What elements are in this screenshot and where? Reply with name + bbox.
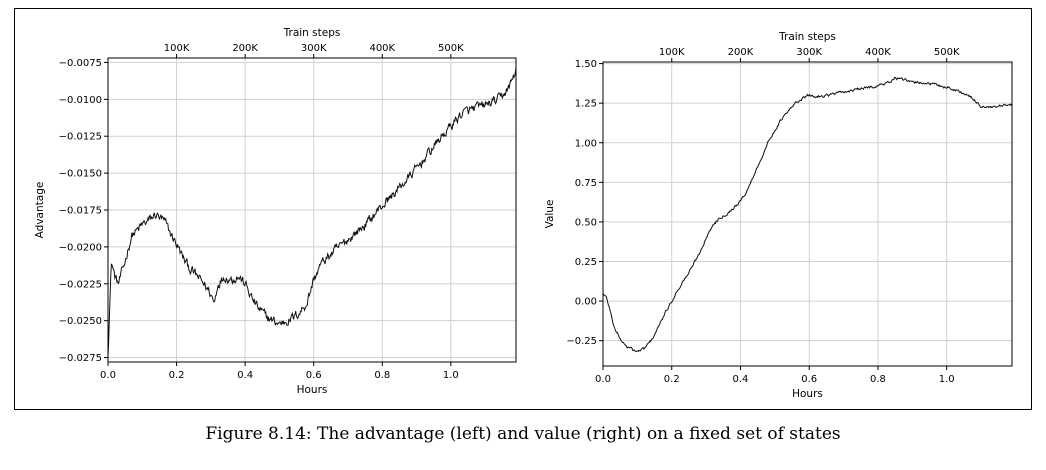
chart1-top-tick-label-4: 500K xyxy=(934,47,960,58)
chart0-x-tick-label-0: 0.0 xyxy=(100,370,116,381)
chart1-y-tick-label-1: 0.00 xyxy=(575,297,597,308)
chart1-x-tick-label-3: 0.6 xyxy=(801,374,817,385)
chart1-y-tick-label-4: 0.75 xyxy=(575,178,597,189)
chart0-x-tick-label-4: 0.8 xyxy=(374,370,390,381)
chart0-y-tick-label-6: −0.0225 xyxy=(59,279,102,290)
chart0-x-tick-label-3: 0.6 xyxy=(306,370,322,381)
chart1-x-tick-label-4: 0.8 xyxy=(870,374,886,385)
chart1-x-tick-label-1: 0.2 xyxy=(664,374,680,385)
chart1-x-tick-label-5: 1.0 xyxy=(939,374,955,385)
chart1-y-axis-label: Value xyxy=(544,200,556,229)
chart0-y-tick-label-4: −0.0175 xyxy=(59,206,102,217)
chart0-x-axis-label: Hours xyxy=(297,384,328,396)
chart1-y-tick-label-5: 1.00 xyxy=(575,138,597,149)
chart1-y-tick-label-6: 1.25 xyxy=(575,99,597,110)
chart0-y-tick-label-8: −0.0275 xyxy=(59,353,102,364)
chart0-y-tick-label-5: −0.0200 xyxy=(59,242,102,253)
chart0-y-tick-label-0: −0.0075 xyxy=(59,58,102,69)
chart0-top-tick-label-2: 300K xyxy=(301,43,327,54)
chart1-y-tick-label-2: 0.25 xyxy=(575,257,597,268)
chart0-x-tick-label-1: 0.2 xyxy=(169,370,185,381)
chart1-x-axis-label: Hours xyxy=(792,388,823,400)
chart0-x-tick-label-5: 1.0 xyxy=(443,370,459,381)
chart1-plot-area xyxy=(602,61,1013,367)
chart0-y-tick-label-2: −0.0125 xyxy=(59,132,102,143)
figure-frame xyxy=(14,8,1032,410)
chart0-y-tick-label-3: −0.0150 xyxy=(59,169,102,180)
chart0-y-tick-label-1: −0.0100 xyxy=(59,95,102,106)
chart0-series-line xyxy=(107,67,517,357)
chart1-top-tick-label-1: 200K xyxy=(728,47,754,58)
chart1-x-tick-label-2: 0.4 xyxy=(733,374,749,385)
chart1-top-tick-label-2: 300K xyxy=(796,47,822,58)
chart0-y-tick-label-7: −0.0250 xyxy=(59,316,102,327)
chart0-top-tick-label-0: 100K xyxy=(164,43,190,54)
chart1-top-tick-label-0: 100K xyxy=(659,47,685,58)
chart0-top-tick-label-4: 500K xyxy=(438,43,464,54)
chart0-top-tick-label-1: 200K xyxy=(232,43,258,54)
chart1-y-tick-label-3: 0.50 xyxy=(575,217,597,228)
chart1-top-tick-label-3: 400K xyxy=(865,47,891,58)
chart0-top-tick-label-3: 400K xyxy=(369,43,395,54)
chart0-x-tick-label-2: 0.4 xyxy=(237,370,253,381)
chart1-x-tick-label-0: 0.0 xyxy=(595,374,611,385)
chart1-series-line xyxy=(602,76,1013,353)
chart0-top-axis-label: Train steps xyxy=(283,27,341,39)
figure-caption: Figure 8.14: The advantage (left) and va… xyxy=(205,424,841,444)
chart1-y-tick-label-0: −0.25 xyxy=(566,336,597,347)
chart0-y-axis-label: Advantage xyxy=(34,182,46,239)
chart1-top-axis-label: Train steps xyxy=(778,31,836,43)
chart1-y-tick-label-7: 1.50 xyxy=(575,59,597,70)
